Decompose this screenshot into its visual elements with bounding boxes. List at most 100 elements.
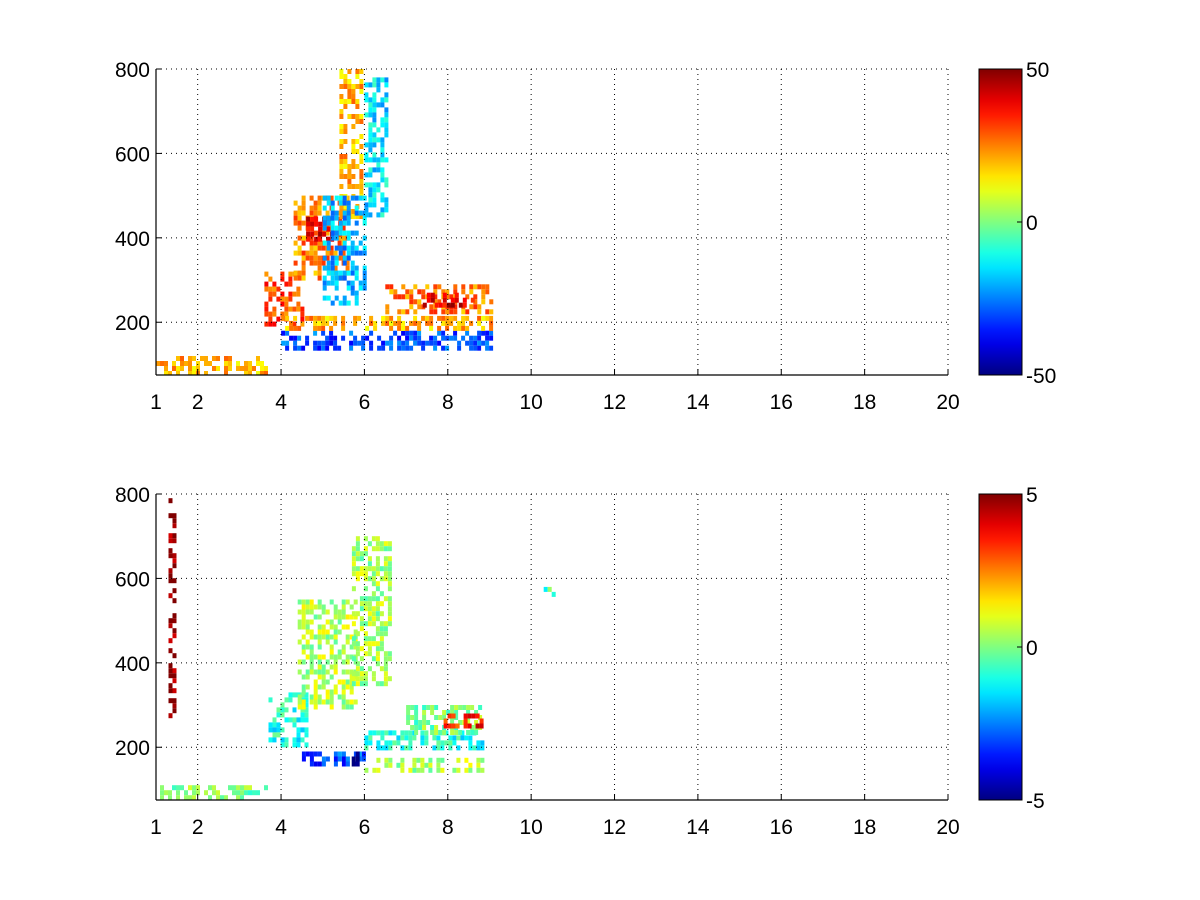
heatmap-cell: [339, 129, 344, 134]
heatmap-cell: [380, 102, 385, 108]
heatmap-cell: [375, 646, 380, 652]
heatmap-cell: [301, 659, 306, 665]
colorbar: -505: [978, 484, 1045, 813]
heatmap-cell: [426, 705, 431, 710]
heatmap-cell: [325, 694, 330, 700]
heatmap-cell: [333, 761, 338, 767]
heatmap-cell: [322, 255, 327, 261]
heatmap-cell: [375, 606, 380, 612]
heatmap-cell: [424, 735, 429, 741]
heatmap-cell: [454, 292, 459, 298]
heatmap-cell: [429, 309, 434, 315]
heatmap-cell: [329, 654, 334, 660]
heatmap-cell: [397, 335, 402, 341]
heatmap-cell: [301, 240, 306, 246]
heatmap-cell: [264, 366, 268, 371]
heatmap-cell: [421, 345, 426, 351]
heatmap-cell: [489, 335, 494, 341]
heatmap-cell: [387, 581, 392, 587]
heatmap-cell: [309, 634, 314, 640]
heatmap-cell: [421, 294, 426, 300]
heatmap-cell: [339, 209, 344, 214]
heatmap-cell: [441, 309, 446, 315]
heatmap-cell: [379, 591, 384, 597]
heatmap-cell: [341, 699, 346, 705]
y-tick-label: 600: [115, 568, 150, 591]
heatmap-cell: [318, 236, 323, 242]
heatmap-cell: [317, 659, 322, 665]
heatmap-cell: [346, 210, 351, 216]
heatmap-cell: [413, 340, 418, 346]
heatmap-cell: [372, 107, 377, 113]
heatmap-cell: [345, 679, 350, 685]
heatmap-cell: [380, 152, 385, 158]
heatmap-cell: [376, 740, 381, 746]
heatmap-cell: [297, 624, 302, 630]
heatmap-cell: [300, 727, 305, 733]
heatmap-cell: [272, 722, 277, 728]
heatmap-cell: [420, 730, 425, 736]
heatmap-cell: [383, 631, 388, 637]
heatmap-cell: [368, 97, 373, 103]
heatmap-cell: [180, 356, 184, 361]
heatmap-cell: [325, 345, 330, 351]
heatmap-cell: [280, 702, 285, 708]
heatmap-cell: [301, 210, 306, 216]
heatmap-cell: [354, 265, 359, 271]
heatmap-cell: [393, 289, 398, 295]
heatmap-cell: [345, 761, 350, 767]
heatmap-cell: [301, 751, 306, 757]
heatmap-cell: [371, 536, 376, 542]
heatmap-cell: [428, 757, 433, 763]
heatmap-cell: [363, 606, 368, 612]
heatmap-cell: [342, 200, 347, 206]
heatmap-cell: [474, 720, 479, 725]
heatmap-cell: [318, 231, 323, 237]
x-tick-label: 14: [686, 816, 710, 839]
heatmap-cell: [333, 604, 338, 610]
heatmap-cell: [172, 553, 177, 559]
heatmap-cell: [454, 715, 459, 720]
heatmap-cell: [347, 164, 352, 169]
heatmap-cell: [468, 745, 473, 751]
heatmap-cell: [296, 727, 301, 733]
heatmap-cell: [375, 556, 380, 562]
heatmap-cell: [172, 366, 176, 371]
heatmap-cell: [413, 330, 418, 336]
heatmap-cell: [317, 761, 322, 767]
heatmap-cell: [481, 294, 486, 300]
heatmap-cell: [342, 215, 347, 221]
heatmap-cell: [485, 335, 490, 341]
heatmap-cell: [384, 730, 389, 736]
heatmap-cell: [466, 710, 471, 715]
heatmap-cell: [397, 320, 402, 326]
heatmap-cell: [313, 669, 318, 675]
heatmap-cell: [468, 762, 473, 768]
heatmap-feature-2: [297, 599, 358, 710]
heatmap-cell: [430, 725, 435, 730]
heatmap-cell: [337, 235, 342, 241]
heatmap-feature-10: [422, 292, 475, 308]
heatmap-cell: [383, 571, 388, 577]
heatmap-cell: [372, 197, 377, 203]
heatmap-cell: [476, 745, 481, 751]
heatmap-cell: [333, 684, 338, 690]
grid: [156, 493, 949, 800]
heatmap-cell: [317, 599, 322, 605]
heatmap-cell: [322, 195, 327, 201]
heatmap-cell: [443, 723, 448, 729]
heatmap-cell: [317, 634, 322, 640]
heatmap-cell: [296, 286, 301, 292]
heatmap-cell: [172, 668, 177, 674]
heatmap-cell: [351, 676, 356, 682]
heatmap-cell: [430, 710, 435, 715]
heatmap-cell: [485, 345, 490, 351]
heatmap-feature-6: [364, 77, 389, 218]
heatmap-cell: [410, 725, 415, 730]
heatmap-cell: [429, 340, 434, 346]
heatmap-cell: [359, 174, 364, 179]
heatmap-cell: [297, 704, 302, 710]
heatmap-cell: [388, 745, 393, 751]
heatmap-cell: [364, 142, 369, 148]
heatmap-cell: [160, 361, 164, 366]
